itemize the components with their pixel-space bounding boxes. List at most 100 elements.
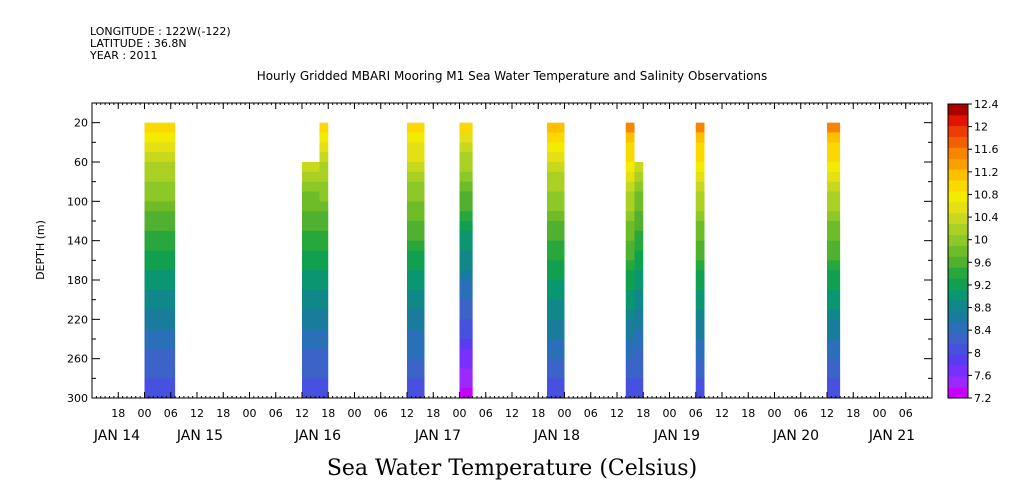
data-cell-3	[407, 171, 425, 183]
data-cell-6	[625, 201, 635, 212]
data-cell-9	[827, 191, 841, 202]
x-hour-label: 12	[610, 407, 624, 420]
x-hour-label: 18	[636, 407, 650, 420]
data-cell-2	[319, 142, 329, 153]
colorbar-swatch	[948, 354, 968, 366]
data-cell-0	[144, 152, 176, 163]
data-cell-4	[459, 142, 473, 153]
data-cell-1	[302, 289, 320, 301]
data-cell-5	[547, 221, 565, 232]
data-cell-2	[319, 368, 329, 379]
data-cell-9	[827, 132, 841, 143]
data-cell-5	[547, 309, 565, 320]
colorbar-label: 7.6	[974, 369, 992, 382]
data-cell-5	[547, 289, 565, 301]
colorbar-label: 10.4	[974, 211, 999, 224]
colorbar-swatch	[948, 212, 968, 225]
year-label: YEAR : 2011	[90, 49, 158, 62]
data-cell-0	[144, 358, 176, 369]
colorbar-frame	[947, 103, 969, 399]
colorbar-title: Sea Water Temperature (Celsius)	[327, 456, 697, 481]
data-cell-8	[695, 250, 705, 261]
data-cell-4	[459, 240, 473, 251]
y-tick-label: 100	[67, 195, 88, 208]
x-hour-label: 12	[295, 407, 309, 420]
data-cell-8	[695, 181, 705, 192]
data-cell-9	[827, 181, 841, 192]
data-cell-2	[319, 132, 329, 143]
data-cell-8	[695, 132, 705, 143]
data-cell-9	[827, 368, 841, 379]
data-cell-1	[302, 280, 320, 291]
colorbar-label: 9.2	[974, 279, 992, 292]
x-hour-label: 18	[531, 407, 545, 420]
data-cell-4	[459, 171, 473, 183]
y-tick-label: 180	[67, 274, 88, 287]
x-hour-label: 06	[584, 407, 598, 420]
colorbar-label: 11.2	[974, 166, 999, 179]
x-day-label: JAN 19	[653, 428, 700, 444]
data-cell-4	[459, 270, 473, 281]
data-cell-0	[144, 388, 176, 399]
data-cell-1	[302, 221, 320, 232]
data-cell-4	[459, 280, 473, 291]
y-tick-label: 300	[67, 392, 88, 405]
x-hour-label: 12	[715, 407, 729, 420]
data-cell-6	[625, 339, 635, 350]
data-cell-1	[302, 240, 320, 251]
data-cell-9	[827, 211, 841, 222]
data-cell-5	[547, 280, 565, 291]
data-cell-2	[319, 358, 329, 369]
data-cell-8	[695, 270, 705, 281]
data-cell-0	[144, 250, 176, 261]
data-cell-3	[407, 162, 425, 173]
data-cell-3	[407, 339, 425, 350]
data-cell-5	[547, 250, 565, 261]
data-cell-6	[625, 388, 635, 399]
data-cell-1	[302, 358, 320, 369]
data-cell-0	[144, 309, 176, 320]
data-cell-9	[827, 122, 841, 133]
data-cell-6	[625, 142, 635, 153]
data-cell-1	[302, 329, 320, 340]
data-cell-3	[407, 181, 425, 192]
data-cell-3	[407, 280, 425, 291]
data-cell-3	[407, 132, 425, 143]
data-cell-2	[319, 319, 329, 330]
data-cell-0	[144, 162, 176, 173]
x-hour-label: 12	[820, 407, 834, 420]
x-day-label: JAN 15	[176, 428, 223, 444]
y-tick-label: 20	[74, 117, 88, 130]
colorbar-swatch	[948, 245, 968, 257]
data-cell-7	[634, 240, 644, 251]
data-cell-7	[634, 368, 644, 379]
x-hour-label: 18	[426, 407, 440, 420]
data-cell-2	[319, 221, 329, 232]
colorbar-swatch	[948, 376, 968, 388]
data-cell-2	[319, 191, 329, 202]
data-cell-3	[407, 230, 425, 242]
data-cell-8	[695, 152, 705, 163]
data-cell-9	[827, 319, 841, 330]
y-tick-label: 220	[67, 313, 88, 326]
data-cell-5	[547, 230, 565, 242]
data-cell-8	[695, 319, 705, 330]
data-cell-6	[625, 132, 635, 143]
data-cell-5	[547, 378, 565, 389]
colorbar-swatch	[948, 300, 968, 312]
data-cell-7	[634, 191, 644, 202]
data-cell-8	[695, 162, 705, 173]
data-cell-9	[827, 309, 841, 320]
data-cell-2	[319, 289, 329, 301]
data-cell-9	[827, 230, 841, 242]
data-cell-6	[625, 348, 635, 360]
x-hour-label: 00	[873, 407, 887, 420]
data-cell-1	[302, 230, 320, 242]
data-cell-2	[319, 299, 329, 310]
colorbar-label: 7.2	[974, 392, 992, 405]
data-cell-6	[625, 319, 635, 330]
data-cell-3	[407, 309, 425, 320]
data-cell-4	[459, 299, 473, 310]
x-hour-label: 18	[111, 407, 125, 420]
